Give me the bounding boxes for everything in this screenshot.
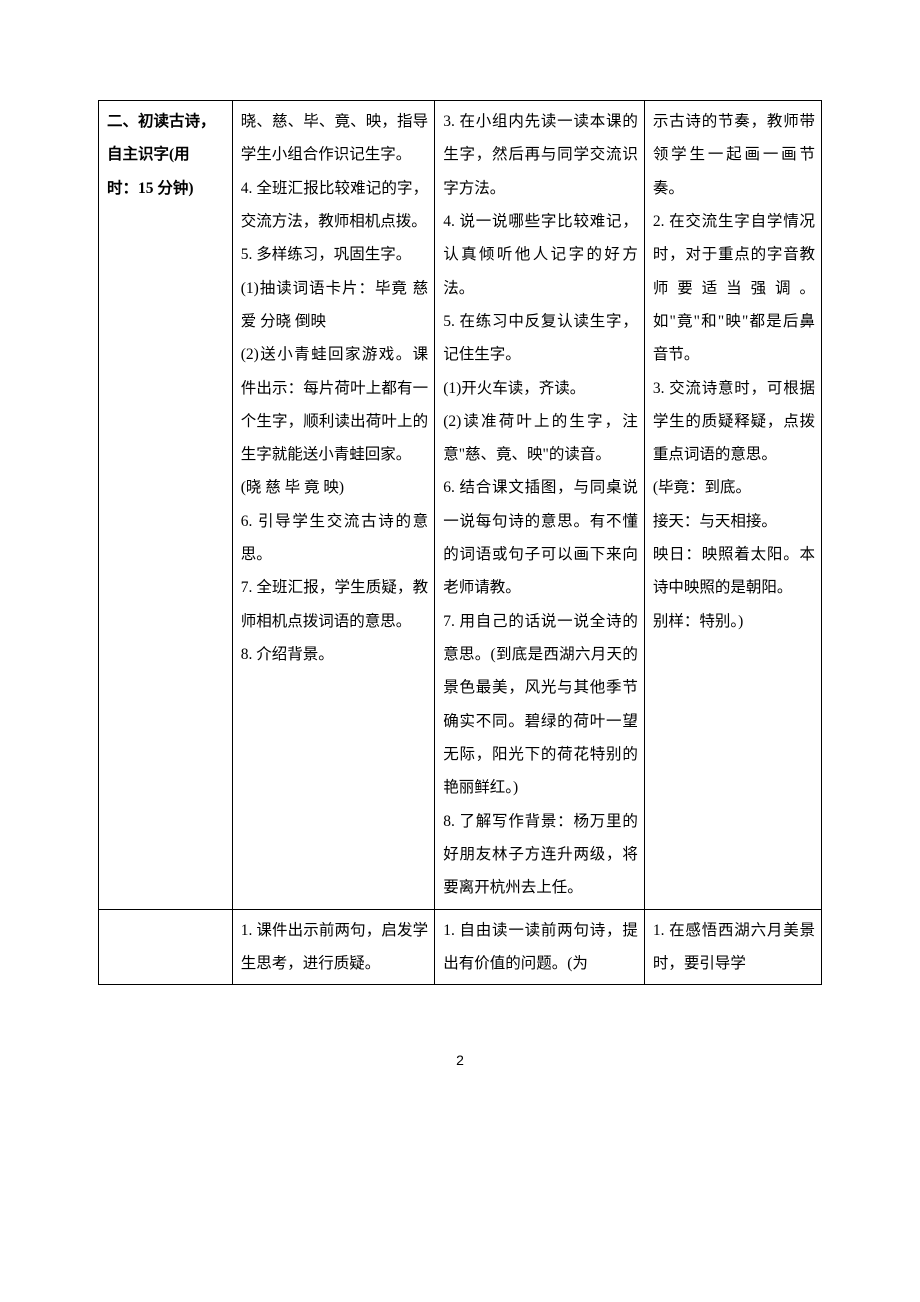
cell-section-title: 二、初读古诗， 自主识字(用 时：15 分钟) — [99, 101, 233, 910]
cell-notes: 1. 在感悟西湖六月美景时，要引导学 — [644, 909, 821, 985]
cell-text: 示古诗的节奏，教师带领学生一起画一画节奏。2. 在交流生字自学情况时，对于重点的… — [653, 113, 815, 630]
cell-text: 1. 自由读一读前两句诗，提出有价值的问题。(为 — [443, 922, 638, 972]
section-label-line2: 自主识字(用 — [107, 146, 190, 163]
cell-text: 1. 课件出示前两句，启发学生思考，进行质疑。 — [241, 922, 428, 972]
cell-teacher-activity: 1. 课件出示前两句，启发学生思考，进行质疑。 — [232, 909, 434, 985]
cell-teacher-activity: 晓、慈、毕、竟、映，指导学生小组合作识记生字。4. 全班汇报比较难记的字，交流方… — [232, 101, 434, 910]
cell-text: 1. 在感悟西湖六月美景时，要引导学 — [653, 922, 815, 972]
cell-section-title — [99, 909, 233, 985]
section-label-line1: 二、初读古诗， — [107, 113, 216, 130]
cell-student-activity: 3. 在小组内先读一读本课的生字，然后再与同学交流识字方法。4. 说一说哪些字比… — [435, 101, 645, 910]
cell-student-activity: 1. 自由读一读前两句诗，提出有价值的问题。(为 — [435, 909, 645, 985]
page-number: 2 — [98, 1045, 822, 1075]
cell-text: 晓、慈、毕、竟、映，指导学生小组合作识记生字。4. 全班汇报比较难记的字，交流方… — [241, 113, 428, 663]
cell-notes: 示古诗的节奏，教师带领学生一起画一画节奏。2. 在交流生字自学情况时，对于重点的… — [644, 101, 821, 910]
table-row: 1. 课件出示前两句，启发学生思考，进行质疑。 1. 自由读一读前两句诗，提出有… — [99, 909, 822, 985]
table-row: 二、初读古诗， 自主识字(用 时：15 分钟) 晓、慈、毕、竟、映，指导学生小组… — [99, 101, 822, 910]
cell-text: 3. 在小组内先读一读本课的生字，然后再与同学交流识字方法。4. 说一说哪些字比… — [443, 113, 638, 896]
lesson-table: 二、初读古诗， 自主识字(用 时：15 分钟) 晓、慈、毕、竟、映，指导学生小组… — [98, 100, 822, 985]
section-label-line3: 时：15 分钟) — [107, 180, 194, 197]
